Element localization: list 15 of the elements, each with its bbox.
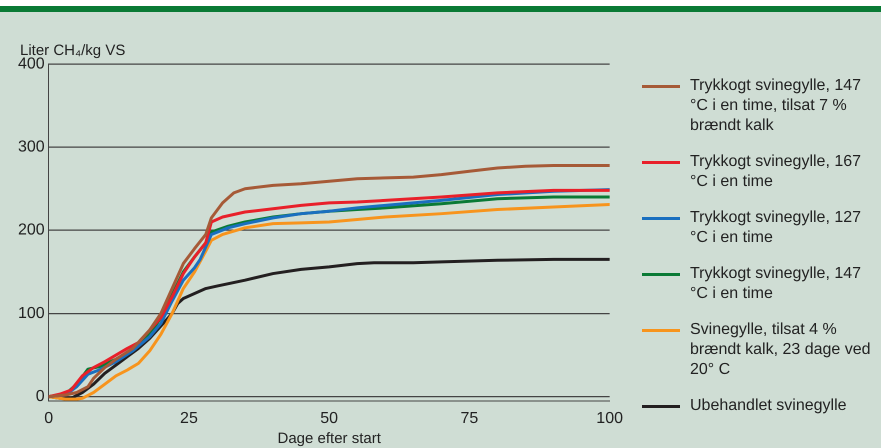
y-tick-label: 200 [18, 222, 45, 239]
x-tick-label: 100 [596, 410, 624, 427]
legend-label: Trykkogt svinegylle, 147 °C i en time, tilsat 7 % brændt kalk [690, 76, 862, 136]
legend-label: Ubehandlet svinegylle [690, 396, 847, 416]
legend-label: Svinegylle, tilsat 4 % brændt kalk, 23 dage ved 20° C [690, 320, 872, 380]
legend-label: Trykkogt svinegylle, 147 °C i en time [690, 264, 862, 304]
x-tick-label: 25 [180, 410, 198, 427]
y-tick-label: 300 [18, 138, 45, 156]
x-tick-label: 75 [460, 410, 478, 427]
legend-label: Trykkogt svinegylle, 127 °C i en time [690, 208, 862, 248]
x-tick-label: 50 [320, 410, 338, 427]
y-tick-label: 100 [18, 304, 45, 322]
y-tick-label: 0 [36, 388, 45, 406]
legend-label: Trykkogt svinegylle, 167 °C i en time [690, 152, 862, 192]
x-axis-title: Dage efter start [277, 430, 382, 448]
